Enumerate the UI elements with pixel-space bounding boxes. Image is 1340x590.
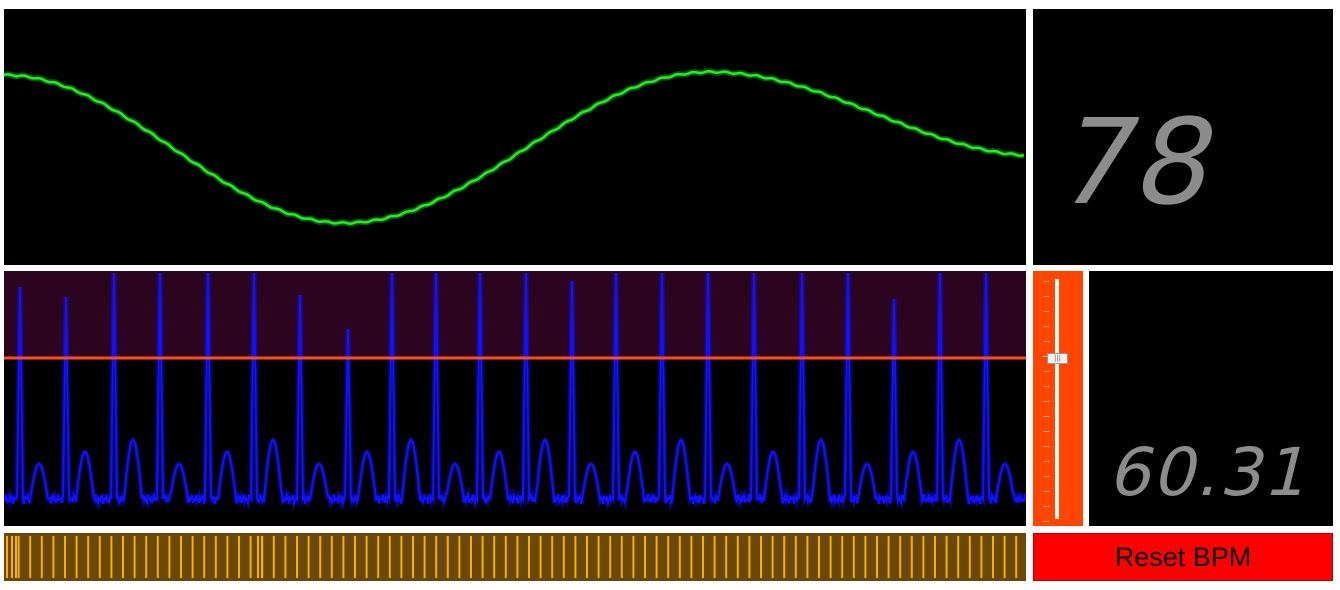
- beat-strip: [4, 533, 1026, 581]
- slider-tick: [1043, 296, 1049, 297]
- pulse-plot: [4, 271, 1026, 513]
- slider-tick: [1043, 521, 1049, 522]
- threshold-slider[interactable]: |||: [1033, 271, 1083, 526]
- slider-tick: [1043, 491, 1049, 492]
- slider-tick: [1043, 401, 1049, 402]
- slider-tick: [1043, 356, 1049, 357]
- waveform-glow: [4, 68, 1025, 227]
- waveform-plot: [4, 68, 1025, 227]
- slider-tick: [1043, 386, 1049, 387]
- slider-tick: [1043, 341, 1049, 342]
- pulse-line: [4, 272, 1026, 507]
- waveform-line: [4, 69, 1025, 225]
- waveform-panel: [4, 9, 1026, 265]
- slider-tick: [1043, 476, 1049, 477]
- beat-markers: [6, 536, 1018, 578]
- bpm-value: 78: [1045, 93, 1235, 231]
- slider-tick: [1043, 461, 1049, 462]
- ibi-value: 60.31: [1103, 434, 1322, 511]
- slider-tick: [1043, 281, 1049, 282]
- reset-bpm-button[interactable]: Reset BPM: [1033, 533, 1333, 581]
- slider-track[interactable]: [1055, 279, 1059, 519]
- pulse-panel: [4, 271, 1026, 526]
- threshold-zone: [4, 271, 1026, 358]
- grip-icon[interactable]: |||: [1047, 353, 1068, 364]
- ibi-display: 60.31: [1089, 271, 1333, 526]
- slider-tick: [1043, 371, 1049, 372]
- slider-tick: [1043, 446, 1049, 447]
- slider-tick: [1043, 311, 1049, 312]
- slider-tick: [1043, 431, 1049, 432]
- slider-tick: [1043, 326, 1049, 327]
- slider-tick: [1043, 416, 1049, 417]
- bpm-display: 78: [1033, 9, 1333, 265]
- slider-tick: [1043, 506, 1049, 507]
